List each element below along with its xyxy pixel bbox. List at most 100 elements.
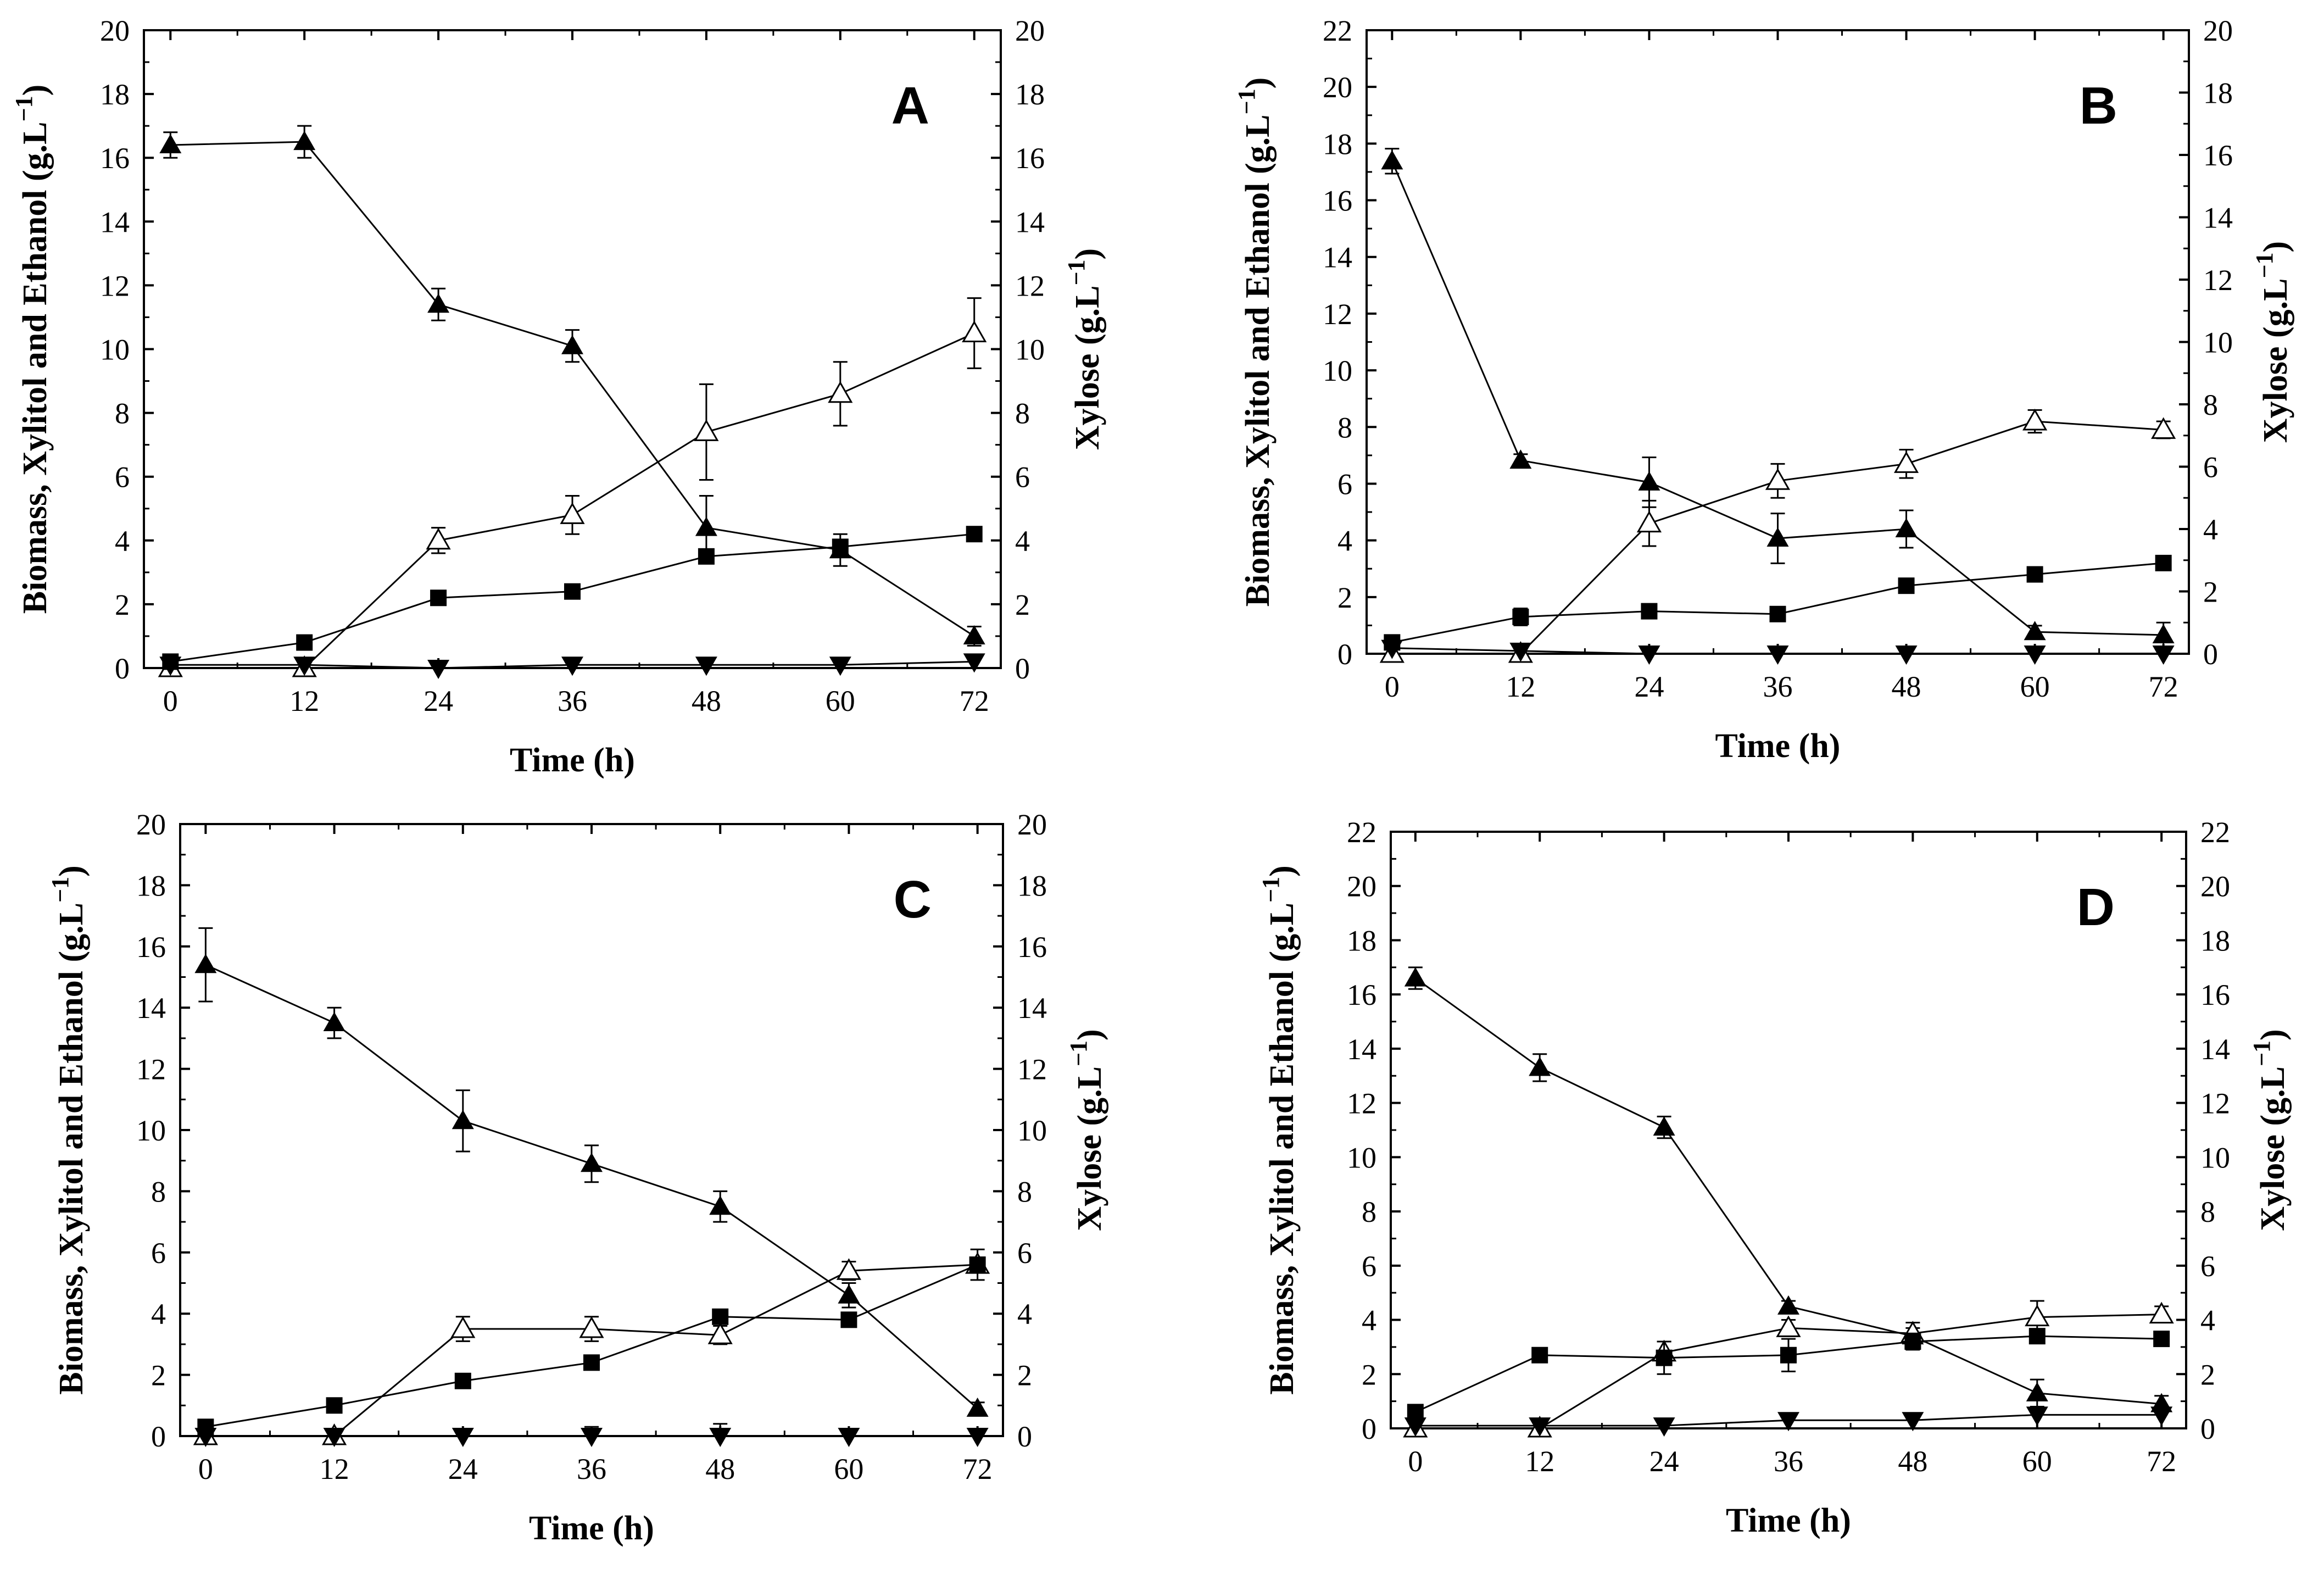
data-point-ethanol	[1509, 642, 1532, 662]
y-right-tick-label: 22	[2200, 816, 2230, 849]
y-right-tick-label: 14	[2203, 202, 2233, 235]
data-point-biomass	[2153, 1331, 2170, 1348]
data-point-xylose	[1381, 150, 1403, 170]
y-right-tick-label: 16	[2200, 978, 2230, 1011]
x-tick-label: 72	[963, 1453, 993, 1485]
x-tick-label: 12	[1525, 1445, 1554, 1478]
data-point-ethanol	[695, 656, 717, 676]
data-point-ethanol	[1902, 1412, 1924, 1432]
series-xylose	[1381, 148, 2175, 649]
data-point-biomass	[2028, 1328, 2046, 1345]
data-point-ethanol	[561, 656, 583, 676]
y-right-tick-label: 2	[2203, 576, 2218, 609]
y-right-tick-label: 6	[2203, 451, 2218, 484]
data-point-xylitol	[560, 502, 585, 524]
y-left-tick-label: 12	[1347, 1087, 1376, 1120]
y-left-tick-label: 20	[1323, 71, 1352, 104]
y-right-tick-label: 2	[1015, 588, 1030, 621]
y-left-axis-title: Biomass, Xylitol and Ethanol (g.L−1)	[47, 865, 90, 1394]
data-point-biomass	[564, 583, 581, 600]
x-tick-label: 24	[1634, 670, 1664, 703]
data-point-xylitol	[828, 381, 853, 403]
data-point-ethanol	[966, 1428, 989, 1447]
series-ethanol	[1381, 639, 2175, 665]
y-right-tick-label: 8	[1015, 397, 1030, 430]
y-right-tick-label: 12	[1017, 1053, 1047, 1086]
data-point-xylose	[159, 133, 182, 153]
y-left-tick-label: 6	[1362, 1250, 1376, 1283]
y-left-tick-label: 0	[1362, 1412, 1376, 1445]
data-point-biomass	[2155, 554, 2172, 571]
y-right-axis-title: Xylose (g.L−1)	[1065, 1029, 1108, 1231]
data-point-ethanol	[1766, 646, 1789, 665]
y-right-tick-label: 12	[2200, 1087, 2230, 1120]
x-tick-label: 60	[2020, 670, 2050, 703]
data-point-biomass	[966, 526, 983, 543]
data-point-ethanol	[829, 656, 851, 676]
y-left-axis-title: Biomass, Xylitol and Ethanol (g.L−1)	[1257, 865, 1301, 1394]
x-tick-label: 60	[834, 1453, 863, 1485]
y-left-tick-label: 2	[1337, 581, 1352, 614]
y-left-axis-title-exponent: −1	[10, 96, 37, 121]
data-point-xylitol	[962, 320, 987, 342]
x-tick-label: 72	[2149, 670, 2178, 703]
data-point-xylose	[966, 1397, 989, 1417]
y-left-tick-label: 2	[115, 588, 130, 621]
y-right-tick-label: 0	[2200, 1412, 2215, 1445]
y-right-axis-title-close: )	[2254, 1029, 2292, 1041]
y-right-tick-label: 6	[2200, 1250, 2215, 1283]
x-tick-label: 24	[448, 1453, 478, 1485]
y-left-axis-title-exponent: −1	[1233, 88, 1260, 114]
series-ethanol	[159, 653, 985, 679]
y-left-tick-label: 6	[115, 461, 130, 494]
y-right-axis-title-text: Xylose (g.L	[2254, 1066, 2292, 1231]
data-point-biomass	[2026, 566, 2043, 583]
y-right-axis-title-close: )	[1071, 1029, 1108, 1041]
data-point-biomass	[698, 548, 715, 565]
x-tick-label: 48	[1898, 1445, 1927, 1478]
data-point-xylitol	[694, 419, 719, 441]
data-point-xylitol	[1893, 451, 1919, 473]
x-axis-title: Time (h)	[510, 742, 635, 779]
y-left-tick-label: 14	[1347, 1033, 1376, 1066]
data-point-ethanol	[709, 1428, 732, 1447]
data-point-biomass	[712, 1308, 729, 1325]
data-point-ethanol	[1777, 1412, 1799, 1432]
y-right-tick-label: 4	[2200, 1304, 2215, 1337]
y-left-axis-title-exponent: −1	[1257, 877, 1284, 903]
data-point-xylitol	[2022, 408, 2048, 431]
y-left-tick-label: 16	[100, 142, 130, 175]
y-left-tick-label: 6	[1337, 468, 1352, 500]
data-point-biomass	[454, 1372, 471, 1389]
data-point-xylose	[1895, 518, 1918, 537]
y-right-tick-label: 20	[2200, 870, 2230, 903]
y-left-tick-label: 10	[1323, 354, 1352, 387]
y-right-axis-title: Xylose (g.L−1)	[2248, 1029, 2292, 1231]
y-left-axis-title-text: Biomass, Xylitol and Ethanol (g.L	[1263, 903, 1301, 1395]
data-point-xylitol	[450, 1316, 476, 1338]
data-point-biomass	[1641, 603, 1658, 620]
series-biomass	[197, 1256, 986, 1436]
y-right-tick-label: 6	[1015, 461, 1030, 494]
data-point-ethanol	[963, 653, 985, 673]
y-left-tick-label: 8	[1337, 411, 1352, 444]
data-point-xylose	[709, 1195, 732, 1215]
y-left-axis-title: Biomass, Xylitol and Ethanol (g.L−1)	[1233, 77, 1277, 607]
y-right-tick-label: 10	[1015, 333, 1045, 366]
y-right-tick-label: 2	[1017, 1359, 1032, 1392]
x-tick-label: 0	[163, 685, 178, 717]
data-point-xylose	[1638, 471, 1660, 491]
y-right-tick-label: 0	[2203, 638, 2218, 671]
y-right-axis-title-close: )	[1069, 248, 1106, 260]
y-left-tick-label: 18	[100, 78, 130, 111]
y-left-tick-label: 16	[1347, 978, 1376, 1011]
y-right-tick-label: 16	[1017, 931, 1047, 964]
data-point-ethanol	[581, 1428, 603, 1447]
x-tick-label: 12	[1506, 670, 1535, 703]
y-left-tick-label: 0	[151, 1420, 166, 1453]
data-point-xylose	[323, 1012, 345, 1032]
data-point-biomass	[1512, 608, 1529, 625]
y-left-axis-title-exponent: −1	[47, 877, 74, 903]
